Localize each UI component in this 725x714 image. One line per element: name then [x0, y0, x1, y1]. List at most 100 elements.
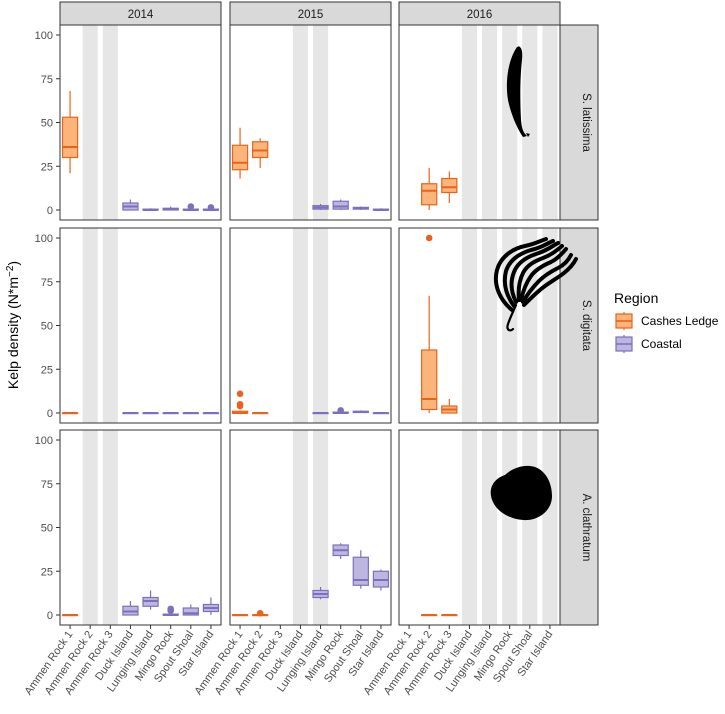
absent-site-band	[313, 430, 329, 625]
y-axis: 0 25 50 75 100 0 25 50 75 100 0 25 50 75 100	[35, 30, 60, 622]
species-strip-bg	[559, 429, 599, 626]
sugar-kelp-silhouette	[506, 46, 530, 137]
y-tick-label: 0	[47, 205, 53, 217]
y-tick-label: 75	[41, 277, 53, 289]
legend-item-coastal: Coastal	[615, 335, 682, 353]
absent-site-band	[292, 430, 308, 625]
absent-site-band	[542, 25, 558, 220]
panel-bg	[230, 25, 391, 220]
absent-site-band	[482, 25, 498, 220]
species-strips: S. latissima S. digitata A. clathratum	[559, 24, 599, 626]
panel-2016-s-latissima	[398, 24, 561, 221]
y-tick-label: 50	[41, 321, 53, 333]
absent-site-band	[292, 25, 308, 220]
iqr-box	[61, 116, 79, 159]
species-strip-label: S. digitata	[580, 300, 592, 352]
absent-site-band	[102, 430, 118, 625]
year-strip-2016: 2016	[398, 1, 561, 26]
box-ammen-rock-2	[421, 234, 438, 413]
box-ammen-rock-1	[61, 614, 79, 617]
species-strip-a-clathratum: A. clathratum	[559, 429, 599, 626]
absent-site-band	[292, 228, 308, 423]
absent-site-band	[82, 430, 98, 625]
panel-border	[229, 227, 392, 424]
box-spout-shoal	[182, 604, 199, 616]
box-star-island	[202, 412, 220, 415]
absent-site-band	[102, 25, 118, 220]
absent-site-band	[542, 430, 558, 625]
legend-title: Region	[614, 290, 658, 306]
y-axis-title: Kelp density (N*m−2)	[5, 261, 21, 389]
species-strip-s-latissima: S. latissima	[559, 24, 599, 221]
legend-item-cashes-ledge: Cashes Ledge	[615, 312, 719, 330]
y-tick-label: 25	[41, 161, 53, 173]
box-mingo-rock	[332, 199, 349, 210]
year-strip-label: 2014	[128, 9, 154, 21]
absent-site-band	[461, 430, 477, 625]
y-tick-label: 100	[35, 233, 53, 245]
panel-bg	[230, 228, 391, 423]
y-tick-label: 0	[47, 408, 53, 420]
box-ammen-rock-2	[421, 168, 438, 210]
panel-2016-a-clathratum	[398, 429, 561, 626]
panel-2015-s-digitata	[229, 227, 392, 424]
box-ammen-rock-2	[252, 609, 269, 617]
absent-site-band	[522, 228, 538, 423]
outlier-point	[256, 609, 264, 617]
facet-panels	[59, 24, 561, 626]
box-ammen-rock-1	[231, 390, 249, 414]
box-duck-island	[122, 601, 139, 616]
absent-site-band	[522, 430, 538, 625]
panel-border	[398, 24, 561, 221]
y-tick-label: 25	[41, 566, 53, 578]
panel-2015-a-clathratum	[229, 429, 392, 626]
box-spout-shoal	[352, 550, 369, 589]
y-tick-label: 75	[41, 74, 53, 86]
box-mingo-rock	[332, 407, 349, 414]
iqr-box	[352, 556, 369, 586]
box-ammen-rock-1	[231, 127, 249, 179]
year-strip-2015: 2015	[229, 1, 392, 26]
box-lunging-island	[312, 587, 329, 600]
box-lunging-island	[142, 412, 159, 415]
box-lunging-island	[142, 590, 159, 610]
box-ammen-rock-1	[231, 614, 249, 617]
absent-site-band	[313, 25, 329, 220]
absent-site-band	[82, 25, 98, 220]
year-strip-label: 2015	[298, 9, 324, 21]
sieve-kelp-silhouette	[490, 465, 552, 521]
outlier-point	[236, 390, 244, 398]
year-strip-label: 2016	[467, 9, 493, 21]
legend-label-coastal: Coastal	[641, 337, 682, 351]
panel-border	[229, 429, 392, 626]
absent-site-band	[313, 228, 329, 423]
y-tick-label: 50	[41, 118, 53, 130]
iqr-box	[231, 144, 249, 171]
box-ammen-rock-3	[441, 399, 458, 414]
absent-site-band	[82, 228, 98, 423]
box-ammen-rock-3	[441, 171, 458, 203]
y-tick-label: 25	[41, 364, 53, 376]
box-mingo-rock	[162, 605, 179, 616]
box-ammen-rock-1	[61, 91, 79, 174]
panel-border	[398, 429, 561, 626]
box-mingo-rock	[162, 206, 179, 211]
box-spout-shoal	[352, 206, 369, 210]
outlier-point	[167, 605, 174, 613]
legend: Region Cashes Ledge Coastal	[614, 290, 719, 353]
box-star-island	[372, 412, 390, 415]
box-duck-island	[122, 199, 139, 211]
box-lunging-island	[312, 203, 329, 210]
box-mingo-rock	[162, 412, 179, 415]
box-star-island	[202, 204, 220, 211]
species-strip-bg	[559, 24, 599, 221]
year-strips: 2014 2015 2016	[59, 1, 561, 26]
fingered-kelp-silhouette	[493, 237, 578, 332]
box-spout-shoal	[182, 203, 199, 211]
box-star-island	[372, 569, 390, 591]
box-star-island	[372, 208, 390, 211]
box-ammen-rock-3	[441, 614, 458, 617]
y-tick-label: 100	[35, 435, 53, 447]
